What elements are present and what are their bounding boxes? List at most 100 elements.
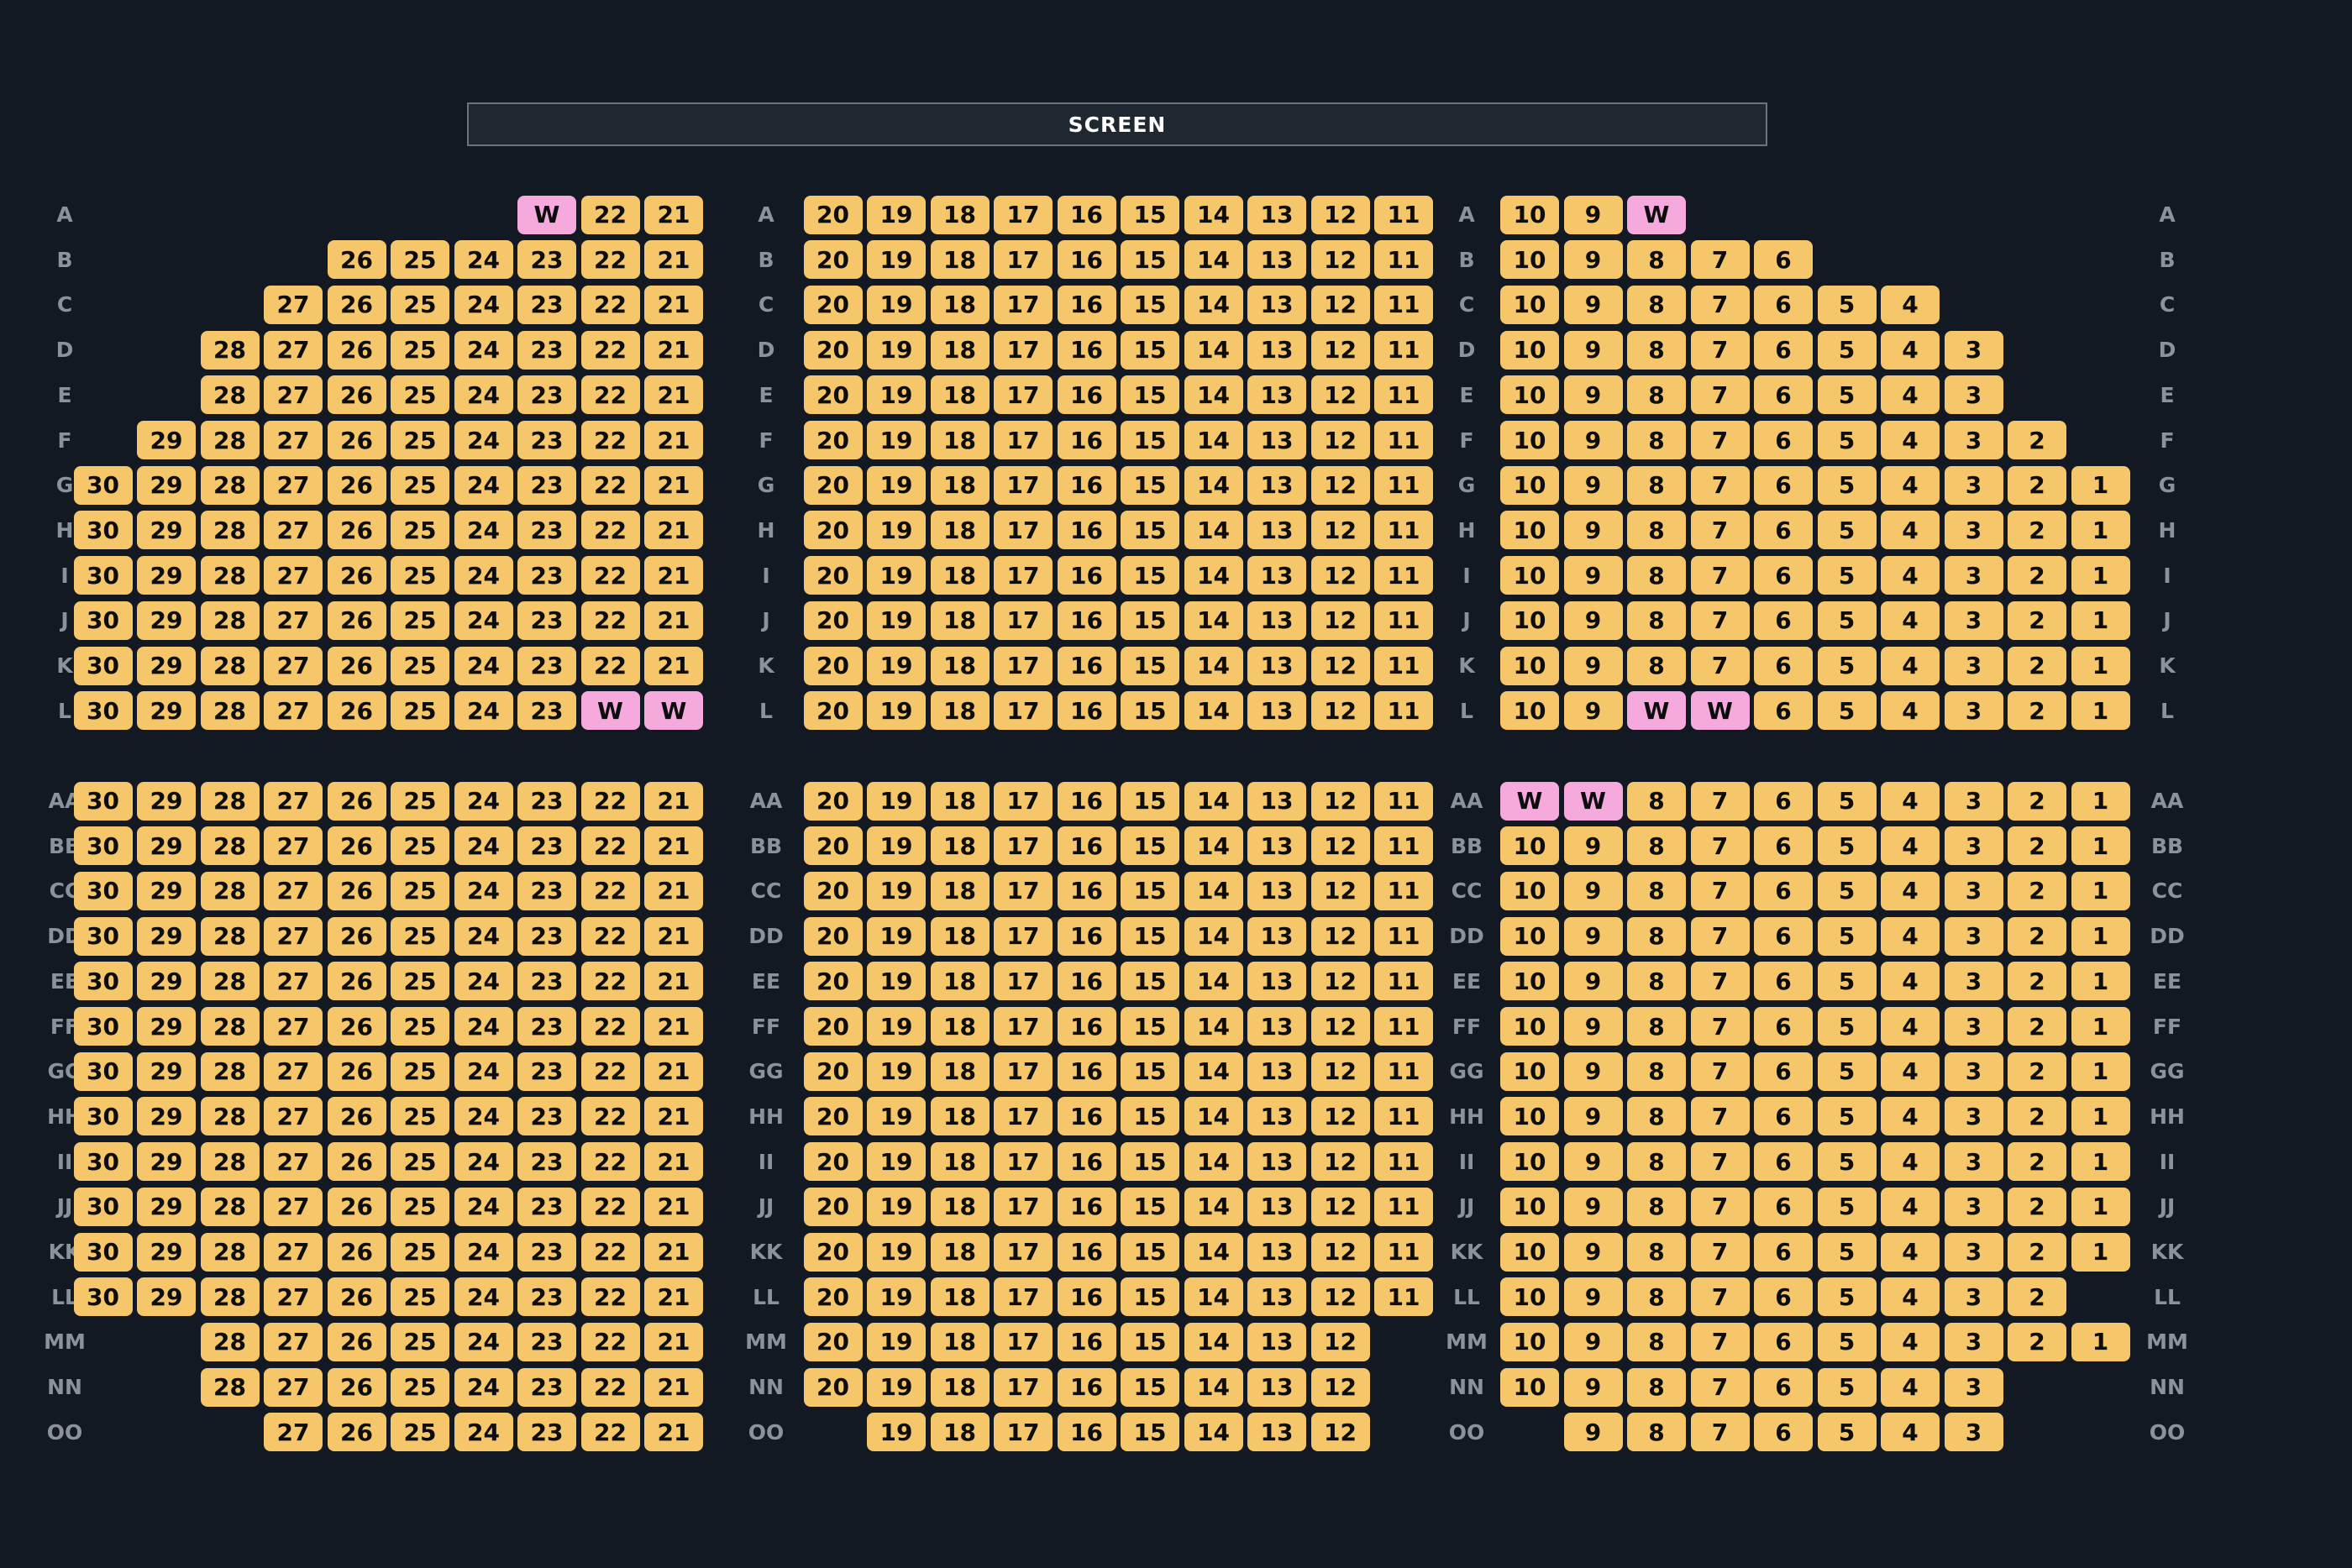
seat[interactable]: 2 bbox=[2008, 646, 2066, 685]
seat[interactable]: 15 bbox=[1121, 1142, 1179, 1182]
seat[interactable]: 11 bbox=[1374, 691, 1433, 731]
seat[interactable]: 8 bbox=[1627, 871, 1686, 910]
seat[interactable]: 20 bbox=[803, 240, 863, 280]
seat[interactable]: 26 bbox=[327, 511, 386, 550]
seat[interactable]: 24 bbox=[454, 375, 513, 415]
seat[interactable]: 20 bbox=[803, 421, 863, 459]
seat[interactable]: 29 bbox=[137, 421, 196, 459]
seat[interactable]: 2 bbox=[2008, 962, 2066, 1001]
seat[interactable]: 4 bbox=[1881, 285, 1940, 324]
seat[interactable]: 13 bbox=[1247, 1187, 1306, 1226]
seat[interactable]: 4 bbox=[1881, 871, 1940, 910]
seat[interactable]: 8 bbox=[1627, 556, 1686, 595]
seat[interactable]: 5 bbox=[1817, 1051, 1877, 1091]
seat[interactable]: 9 bbox=[1563, 556, 1623, 595]
seat[interactable]: 19 bbox=[867, 511, 926, 550]
seat[interactable]: 17 bbox=[994, 691, 1053, 731]
seat[interactable]: 26 bbox=[327, 600, 386, 640]
seat[interactable]: 17 bbox=[994, 1367, 1053, 1407]
seat[interactable]: 23 bbox=[517, 1187, 576, 1226]
seat[interactable]: 2 bbox=[2008, 826, 2066, 866]
seat[interactable]: 17 bbox=[994, 1187, 1053, 1226]
seat[interactable]: 12 bbox=[1310, 1413, 1370, 1452]
seat[interactable]: 13 bbox=[1247, 1367, 1306, 1407]
seat[interactable]: 24 bbox=[454, 1187, 513, 1226]
seat[interactable]: 4 bbox=[1881, 330, 1940, 370]
seat[interactable]: 18 bbox=[930, 691, 990, 731]
seat[interactable]: 8 bbox=[1627, 1322, 1686, 1361]
seat[interactable]: 24 bbox=[454, 962, 513, 1001]
seat[interactable]: 14 bbox=[1184, 691, 1243, 731]
seat[interactable]: 1 bbox=[2071, 1232, 2130, 1272]
seat[interactable]: 8 bbox=[1627, 600, 1686, 640]
seat[interactable]: 29 bbox=[137, 871, 196, 910]
seat[interactable]: 20 bbox=[803, 511, 863, 550]
seat[interactable]: 14 bbox=[1184, 826, 1243, 866]
seat[interactable]: 3 bbox=[1944, 421, 2003, 459]
seat[interactable]: 26 bbox=[327, 1142, 386, 1182]
seat[interactable]: 6 bbox=[1754, 1367, 1813, 1407]
seat[interactable]: 19 bbox=[867, 1277, 926, 1317]
seat[interactable]: 15 bbox=[1121, 781, 1179, 821]
seat[interactable]: 11 bbox=[1374, 1142, 1433, 1182]
seat[interactable]: 20 bbox=[803, 646, 863, 685]
seat[interactable]: 4 bbox=[1881, 826, 1940, 866]
seat[interactable]: 11 bbox=[1374, 1097, 1433, 1136]
seat[interactable]: 25 bbox=[391, 511, 449, 550]
seat[interactable]: 26 bbox=[327, 781, 386, 821]
seat[interactable]: 12 bbox=[1310, 962, 1370, 1001]
seat[interactable]: 26 bbox=[327, 1367, 386, 1407]
seat[interactable]: 6 bbox=[1754, 871, 1813, 910]
seat[interactable]: 22 bbox=[580, 375, 640, 415]
seat[interactable]: 27 bbox=[264, 511, 323, 550]
seat[interactable]: 26 bbox=[327, 1413, 386, 1452]
seat[interactable]: 2 bbox=[2008, 421, 2066, 459]
seat[interactable]: 4 bbox=[1881, 1051, 1940, 1091]
seat[interactable]: 18 bbox=[930, 421, 990, 459]
seat[interactable]: 1 bbox=[2071, 1051, 2130, 1091]
seat[interactable]: 5 bbox=[1817, 1277, 1877, 1317]
seat[interactable]: 16 bbox=[1057, 916, 1116, 956]
seat[interactable]: 14 bbox=[1184, 1097, 1243, 1136]
seat[interactable]: 24 bbox=[454, 511, 513, 550]
seat[interactable]: 23 bbox=[517, 1232, 576, 1272]
seat[interactable]: 15 bbox=[1121, 511, 1179, 550]
seat[interactable]: 27 bbox=[264, 285, 323, 324]
seat[interactable]: 9 bbox=[1563, 826, 1623, 866]
seat[interactable]: 17 bbox=[994, 781, 1053, 821]
seat[interactable]: 22 bbox=[580, 511, 640, 550]
seat[interactable]: 10 bbox=[1500, 826, 1559, 866]
seat[interactable]: 12 bbox=[1310, 330, 1370, 370]
seat[interactable]: 20 bbox=[803, 1322, 863, 1361]
seat[interactable]: 8 bbox=[1627, 1277, 1686, 1317]
seat[interactable]: 7 bbox=[1690, 1232, 1750, 1272]
seat[interactable]: 25 bbox=[391, 285, 449, 324]
seat[interactable]: 6 bbox=[1754, 285, 1813, 324]
seat[interactable]: 2 bbox=[2008, 1051, 2066, 1091]
seat[interactable]: 18 bbox=[930, 1367, 990, 1407]
seat[interactable]: 15 bbox=[1121, 1367, 1179, 1407]
seat[interactable]: 16 bbox=[1057, 511, 1116, 550]
seat[interactable]: 4 bbox=[1881, 1232, 1940, 1272]
seat[interactable]: 29 bbox=[137, 511, 196, 550]
seat[interactable]: 10 bbox=[1500, 962, 1559, 1001]
seat[interactable]: 10 bbox=[1500, 1277, 1559, 1317]
seat[interactable]: 16 bbox=[1057, 1413, 1116, 1452]
seat[interactable]: 11 bbox=[1374, 421, 1433, 459]
seat[interactable]: 14 bbox=[1184, 1232, 1243, 1272]
seat[interactable]: 28 bbox=[200, 962, 260, 1001]
seat[interactable]: 22 bbox=[580, 195, 640, 234]
seat[interactable]: 4 bbox=[1881, 646, 1940, 685]
seat[interactable]: 22 bbox=[580, 421, 640, 459]
seat[interactable]: 24 bbox=[454, 646, 513, 685]
seat[interactable]: 8 bbox=[1627, 781, 1686, 821]
seat[interactable]: 29 bbox=[137, 1097, 196, 1136]
seat[interactable]: 14 bbox=[1184, 1322, 1243, 1361]
seat[interactable]: 24 bbox=[454, 1051, 513, 1091]
seat[interactable]: 25 bbox=[391, 1097, 449, 1136]
seat[interactable]: 30 bbox=[73, 1232, 133, 1272]
seat[interactable]: 20 bbox=[803, 195, 863, 234]
seat[interactable]: 22 bbox=[580, 962, 640, 1001]
seat[interactable]: 11 bbox=[1374, 781, 1433, 821]
seat[interactable]: 24 bbox=[454, 1413, 513, 1452]
